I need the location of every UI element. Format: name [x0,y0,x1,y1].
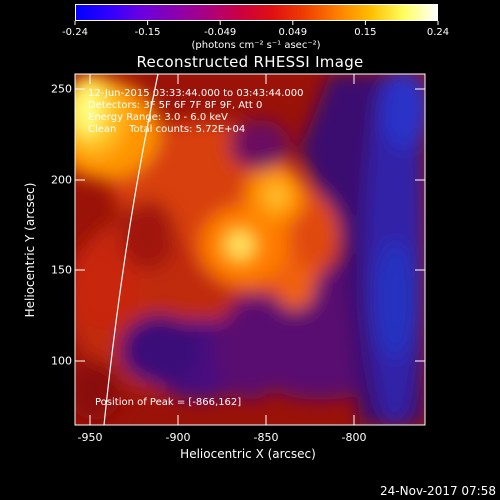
colorbar-tick-label: -0.049 [204,27,237,38]
info-clean-counts: Clean Total counts: 5.72E+04 [88,124,246,135]
plot-frame [74,73,426,426]
peak-position: Position of Peak = [-866,162] [95,397,242,408]
y-tick-label: 150 [51,263,72,277]
colorbar-tick-label: 0.15 [354,27,377,38]
y-tick-label: 100 [51,354,72,368]
info-detectors: Detectors: 3F 5F 6F 7F 8F 9F, Att 0 [88,100,263,111]
colorbar-tick-label: 0.049 [278,27,308,38]
colorbar [75,4,438,21]
plot-title: Reconstructed RHESSI Image [136,53,364,71]
colorbar-units: (photons cm⁻² s⁻¹ asec⁻²) [191,40,321,51]
x-tick-label: -950 [77,431,103,444]
info-energy-range: Energy Range: 3.0 - 6.0 keV [88,112,228,123]
colorbar-tick-label: 0.24 [426,27,450,38]
solar-limb-line [103,73,159,426]
y-axis-label: Heliocentric Y (arcsec) [23,182,37,318]
x-axis-label: Heliocentric X (arcsec) [180,447,316,461]
x-tick-label: -850 [253,431,279,444]
colorbar-tick-label: -0.24 [62,27,88,38]
y-tick-label: 250 [51,82,72,96]
colorbar-tick-label: -0.15 [134,27,161,38]
x-tick-label: -900 [165,431,191,444]
y-tick-label: 200 [51,173,72,187]
x-tick-label: -800 [341,431,367,444]
info-time-range: 12-Jun-2015 03:33:44.000 to 03:43:44.000 [88,88,304,99]
colorbar-ticks [74,21,439,25]
datestamp: 24-Nov-2017 07:58 [380,484,496,498]
